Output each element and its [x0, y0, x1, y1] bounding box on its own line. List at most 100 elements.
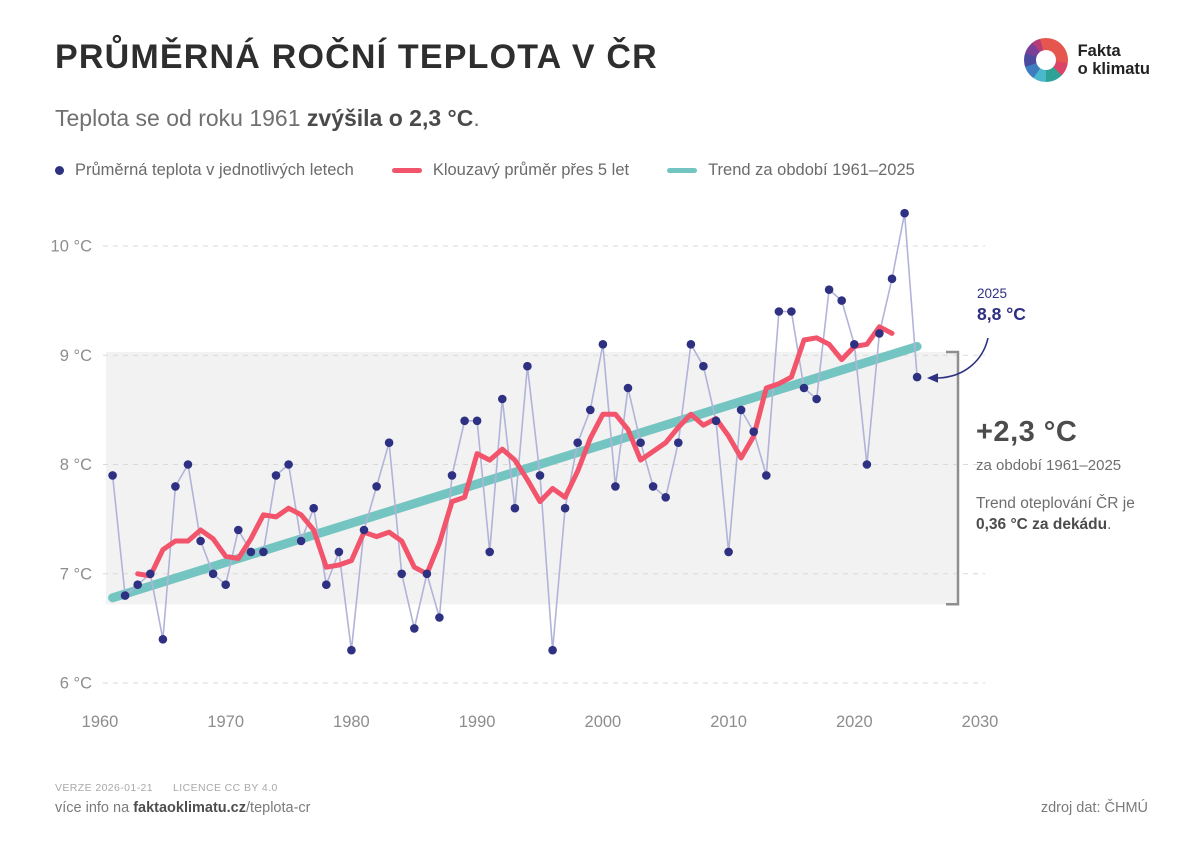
warming-delta: +2,3 °C — [976, 416, 1078, 448]
warming-period: za období 1961–2025 — [976, 457, 1122, 474]
brand-name-line1: Fakta — [1077, 41, 1121, 60]
data-point — [485, 547, 495, 557]
subtitle-highlight: zvýšila o 2,3 °C — [306, 105, 474, 131]
data-point — [422, 569, 432, 579]
brand-name-line2: o klimatu — [1077, 60, 1150, 78]
y-axis-label: 8 °C — [60, 456, 92, 474]
data-point — [749, 427, 758, 437]
data-point — [171, 482, 180, 491]
latest-year-annotation: 2025 8,8 °C — [977, 286, 1026, 325]
trend-note-rate: 0,36 °C za dekádu — [976, 515, 1108, 533]
brand-logo-icon — [1023, 38, 1068, 82]
x-axis-label: 1990 — [459, 713, 496, 731]
legend-label-moving-average: Klouzavý průměr přes 5 let — [432, 161, 630, 179]
subtitle: Teplota se od roku 1961 zvýšila o 2,3 °C… — [55, 105, 480, 132]
legend: Průměrná teplota v jednotlivých letech K… — [55, 161, 915, 180]
data-point — [862, 460, 872, 469]
legend-label-trend: Trend za období 1961–2025 — [708, 161, 915, 179]
delta-bracket — [946, 350, 960, 606]
data-point — [259, 547, 268, 557]
moving-average-line — [135, 324, 895, 579]
data-point — [799, 383, 809, 393]
annotation-arrow — [937, 337, 989, 379]
trend-range-band — [106, 351, 958, 605]
x-axis-label: 1960 — [82, 713, 119, 731]
data-point — [120, 591, 130, 600]
data-point — [674, 438, 683, 448]
data-point — [246, 547, 256, 557]
x-axis-label: 2030 — [962, 713, 999, 731]
data-point — [887, 274, 897, 284]
legend-item-moving-average: Klouzavý průměr přes 5 let — [391, 161, 630, 180]
warming-trend-note: Trend oteplování ČR je 0,36 °C za dekádu… — [976, 494, 1146, 536]
data-point — [334, 547, 344, 557]
subtitle-prefix: Teplota se od roku 1961 — [55, 105, 307, 131]
data-point — [460, 416, 469, 426]
data-point — [347, 645, 356, 655]
data-point — [183, 460, 193, 469]
data-point — [284, 460, 293, 469]
data-point — [812, 394, 821, 404]
annual-series-line — [111, 212, 918, 652]
data-point — [296, 536, 306, 546]
data-point — [196, 536, 205, 546]
data-point — [699, 361, 708, 371]
x-axis-label: 2000 — [585, 713, 622, 731]
data-point — [774, 307, 784, 316]
data-point — [146, 569, 155, 579]
data-point — [271, 471, 281, 480]
data-point — [410, 624, 419, 633]
data-point — [158, 635, 168, 644]
trend-note-prefix: Trend oteplování ČR je — [976, 495, 1135, 512]
legend-dot-icon — [55, 166, 64, 175]
data-point — [598, 340, 608, 349]
data-point — [548, 645, 557, 655]
annotation-value: 8,8 °C — [977, 304, 1026, 324]
data-point — [850, 340, 859, 349]
licence-label: LICENCE CC BY 4.0 — [173, 782, 278, 794]
data-point — [372, 482, 381, 491]
legend-item-trend: Trend za období 1961–2025 — [667, 161, 915, 180]
warming-callout: +2,3 °C za období 1961–2025 Trend oteplo… — [976, 416, 1154, 536]
data-point — [523, 361, 532, 371]
data-point — [535, 471, 545, 480]
data-point — [435, 613, 444, 622]
subtitle-suffix: . — [473, 105, 480, 131]
y-axis-label: 7 °C — [60, 565, 92, 583]
data-point — [636, 438, 645, 448]
data-point — [472, 416, 482, 426]
data-point — [736, 405, 746, 415]
legend-item-annual: Průměrná teplota v jednotlivých letech — [55, 161, 354, 180]
annotation-year: 2025 — [977, 286, 1008, 301]
legend-label-annual: Průměrná teplota v jednotlivých letech — [75, 161, 354, 179]
data-point — [837, 296, 846, 305]
data-point — [221, 580, 230, 589]
data-point — [586, 405, 595, 415]
x-axis-label: 2020 — [836, 713, 873, 731]
data-point — [900, 208, 909, 218]
x-axis-label: 1980 — [333, 713, 370, 731]
data-point — [208, 569, 218, 579]
y-axis-label: 10 °C — [51, 238, 93, 256]
footer-info: více info na faktaoklimatu.cz/teplota-cr — [55, 800, 311, 816]
data-point — [711, 416, 721, 426]
data-point — [724, 547, 733, 557]
brand-logo-text: Fakta o klimatu — [1078, 42, 1150, 79]
y-axis-label: 9 °C — [60, 347, 92, 365]
footer-meta: VERZE 2026-01-21 LICENCE CC BY 4.0 — [55, 782, 278, 794]
data-point — [611, 482, 620, 491]
website-link[interactable]: faktaoklimatu.cz — [133, 800, 247, 816]
data-point — [824, 285, 834, 295]
data-point — [686, 340, 696, 349]
version-label: VERZE 2026-01-21 — [55, 782, 154, 794]
data-point — [359, 525, 369, 535]
data-point — [510, 503, 520, 513]
legend-trend-icon — [667, 168, 698, 173]
data-point — [648, 482, 658, 491]
data-point — [875, 329, 884, 338]
data-point — [447, 471, 457, 480]
data-point — [384, 438, 394, 448]
info-suffix: /teplota-cr — [246, 800, 311, 816]
data-point — [623, 383, 633, 393]
